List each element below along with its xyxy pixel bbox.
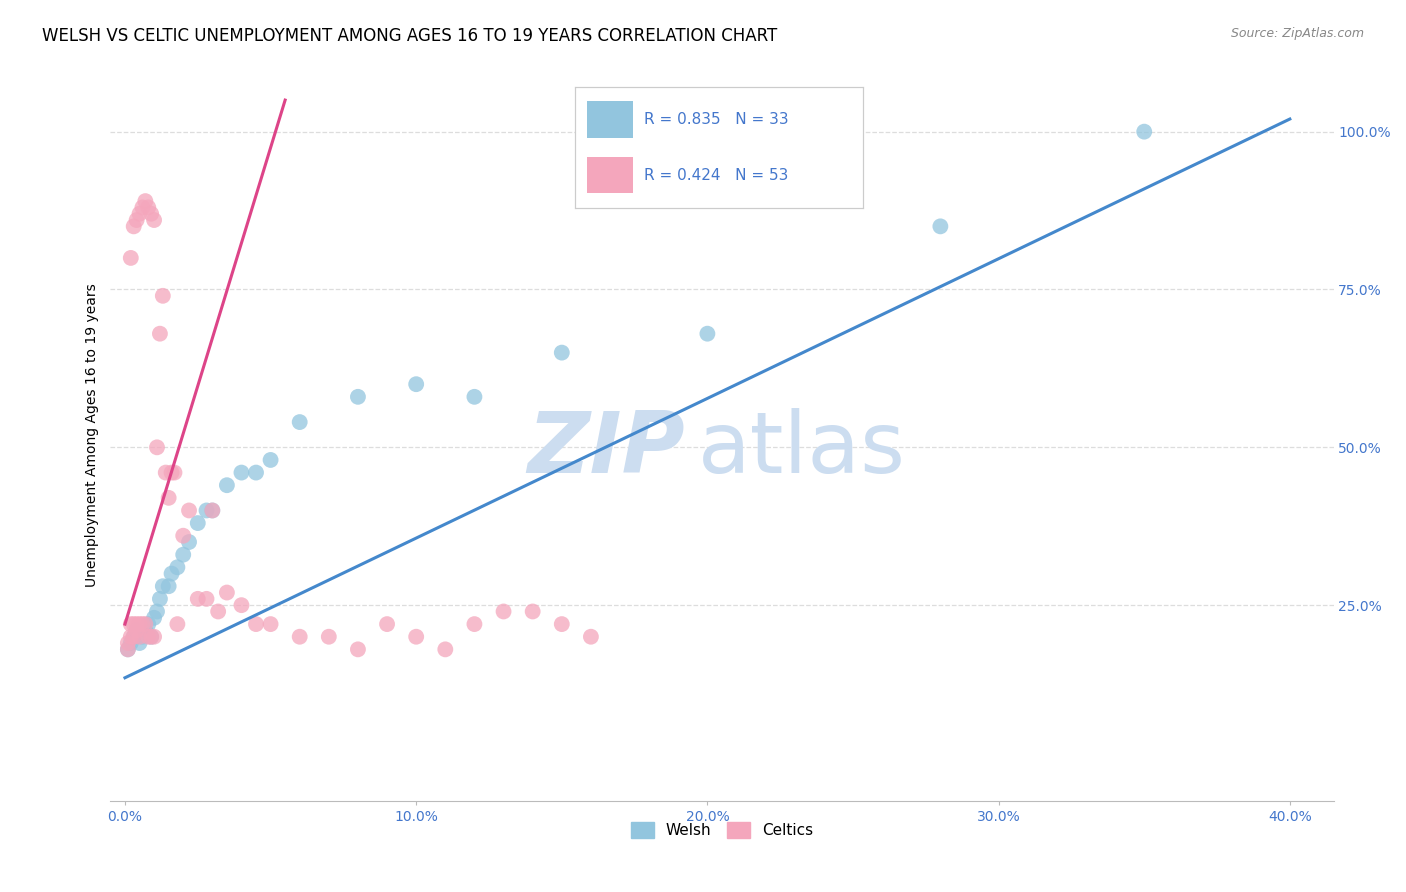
Point (195, 503, 218, 517)
Point (347, 390, 370, 404)
Point (215, 478, 238, 492)
Point (579, 630, 602, 644)
Point (187, 591, 209, 606)
Point (136, 617, 159, 632)
Point (149, 591, 172, 606)
Point (152, 289, 174, 303)
Point (120, 251, 142, 265)
Point (201, 503, 224, 517)
Point (288, 630, 311, 644)
Point (134, 194, 156, 208)
Point (128, 207, 150, 221)
Point (492, 605, 515, 619)
Point (141, 630, 163, 644)
Point (463, 390, 485, 404)
Point (117, 642, 139, 657)
Point (231, 598, 253, 612)
Point (405, 377, 427, 392)
Point (259, 453, 281, 467)
Point (122, 630, 145, 644)
Point (136, 630, 159, 644)
Point (157, 491, 180, 505)
Point (136, 201, 159, 215)
Point (231, 466, 253, 480)
Text: Source: ZipAtlas.com: Source: ZipAtlas.com (1230, 27, 1364, 40)
Point (128, 630, 150, 644)
Point (195, 591, 218, 606)
Text: ZIP: ZIP (527, 408, 685, 491)
Point (187, 516, 209, 530)
Point (120, 630, 142, 644)
Point (201, 503, 224, 517)
Point (160, 466, 183, 480)
Point (134, 617, 156, 632)
Point (146, 605, 169, 619)
Y-axis label: Unemployment Among Ages 16 to 19 years: Unemployment Among Ages 16 to 19 years (86, 283, 100, 587)
Point (141, 207, 163, 221)
Text: WELSH VS CELTIC UNEMPLOYMENT AMONG AGES 16 TO 19 YEARS CORRELATION CHART: WELSH VS CELTIC UNEMPLOYMENT AMONG AGES … (42, 27, 778, 45)
Point (929, 219, 952, 234)
Point (143, 630, 166, 644)
Point (288, 415, 311, 429)
Point (172, 548, 194, 562)
Point (128, 617, 150, 632)
Point (131, 630, 153, 644)
Point (152, 579, 174, 593)
Point (245, 466, 267, 480)
Point (375, 617, 398, 632)
Point (347, 642, 370, 657)
Point (172, 529, 194, 543)
Legend: Welsh, Celtics: Welsh, Celtics (624, 816, 820, 845)
Point (131, 617, 153, 632)
Point (259, 617, 281, 632)
Point (143, 611, 166, 625)
Point (215, 585, 238, 599)
Point (318, 630, 340, 644)
Point (551, 345, 574, 359)
Point (120, 617, 142, 632)
Point (122, 617, 145, 632)
Point (434, 642, 457, 657)
Point (128, 636, 150, 650)
Point (166, 560, 188, 574)
Point (1133, 125, 1156, 139)
Point (131, 201, 153, 215)
Point (149, 326, 172, 341)
Point (125, 624, 148, 638)
Point (120, 636, 142, 650)
Point (163, 466, 186, 480)
Point (463, 617, 485, 632)
Point (125, 624, 148, 638)
Point (134, 624, 156, 638)
Point (125, 617, 148, 632)
Point (177, 503, 200, 517)
Text: atlas: atlas (697, 408, 905, 491)
Point (696, 326, 718, 341)
Point (522, 605, 544, 619)
Point (177, 535, 200, 549)
Point (122, 630, 145, 644)
Point (146, 440, 169, 454)
Point (207, 605, 229, 619)
Point (245, 617, 267, 632)
Point (551, 617, 574, 632)
Point (160, 566, 183, 581)
Point (125, 213, 148, 227)
Point (141, 630, 163, 644)
Point (166, 617, 188, 632)
Point (157, 579, 180, 593)
Point (117, 642, 139, 657)
Point (143, 213, 166, 227)
Point (405, 630, 427, 644)
Point (122, 219, 145, 234)
Point (155, 466, 177, 480)
Point (117, 636, 139, 650)
